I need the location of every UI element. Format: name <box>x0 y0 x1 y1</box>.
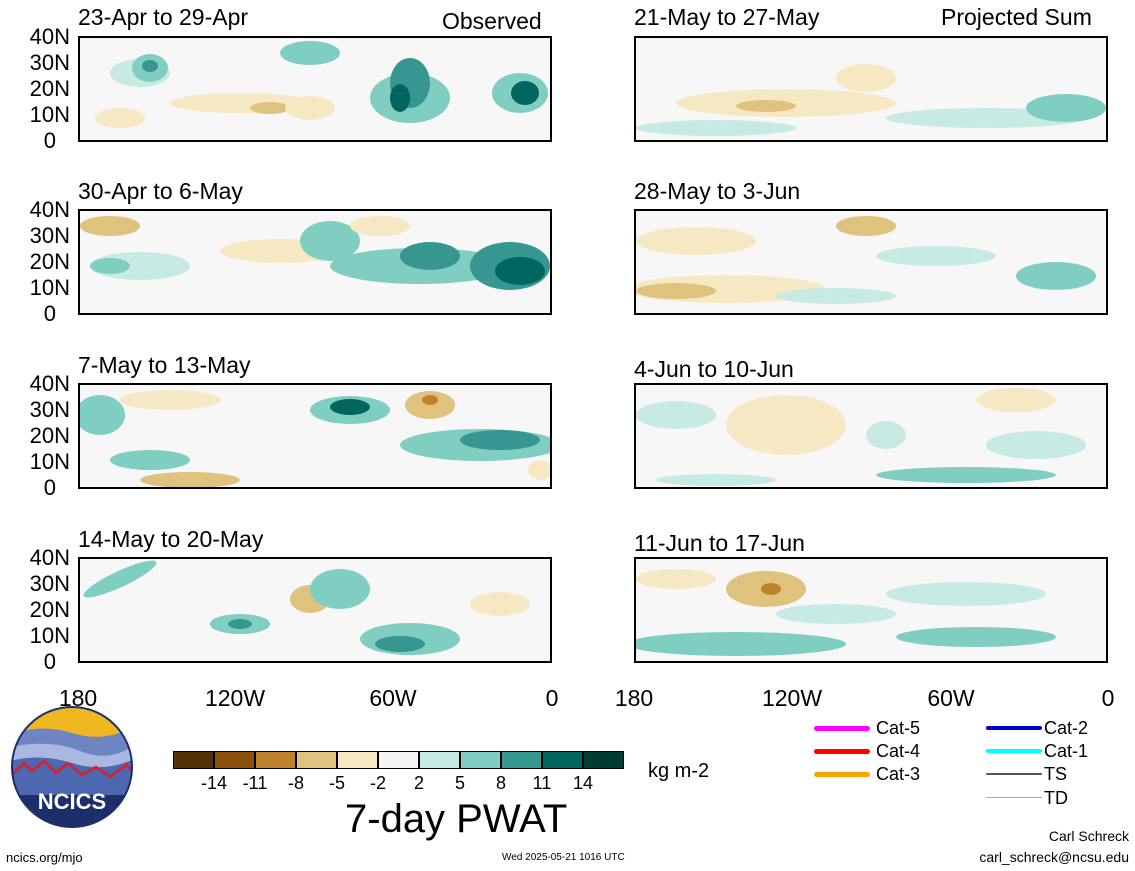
legend-line-cat4 <box>814 749 870 754</box>
map-panel-right-4 <box>634 557 1108 663</box>
map-panel-left-3 <box>78 383 552 489</box>
x-tick-label: 120W <box>761 685 823 711</box>
y-tick-label: 10N <box>29 449 70 474</box>
colorbar-swatch <box>173 751 214 769</box>
legend-label-ts: TS <box>1044 764 1068 784</box>
colorbar-unit: kg m-2 <box>648 760 710 782</box>
legend-line-ts <box>986 773 1042 775</box>
panel-title-left-3: 7-May to 13-May <box>78 352 251 378</box>
y-tick-label: 0 <box>43 649 56 674</box>
panel-title-right-4: 11-Jun to 17-Jun <box>634 530 805 556</box>
legend-line-td <box>986 797 1042 798</box>
colorbar-swatch <box>542 751 583 769</box>
colorbar-tick-label: -2 <box>369 773 386 793</box>
panel-title-right-1: 21-May to 27-May <box>634 4 820 30</box>
y-tick-label: 20N <box>29 597 70 622</box>
colorbar-swatch <box>214 751 255 769</box>
map-panel-left-1 <box>78 36 552 142</box>
legend-line-cat1 <box>986 749 1042 753</box>
y-tick-label: 30N <box>29 50 70 75</box>
map-panel-left-4 <box>78 557 552 663</box>
colorbar-swatch <box>255 751 296 769</box>
legend-label-cat3: Cat-3 <box>876 764 921 784</box>
panel-title-left-2: 30-Apr to 6-May <box>78 178 243 204</box>
y-tick-label: 30N <box>29 397 70 422</box>
colorbar-swatch <box>337 751 378 769</box>
y-tick-label: 20N <box>29 249 70 274</box>
x-tick-label: 60W <box>369 685 417 711</box>
y-tick-label: 40N <box>29 545 70 570</box>
panel-title-left-1: 23-Apr to 29-Apr <box>78 4 249 30</box>
x-tick-label: 0 <box>1101 685 1115 711</box>
y-tick-label: 0 <box>43 128 56 153</box>
colorbar-swatch <box>296 751 337 769</box>
x-tick-label: 0 <box>545 685 559 711</box>
y-tick-label: 40N <box>29 24 70 49</box>
y-tick-label: 10N <box>29 275 70 300</box>
y-tick-label: 40N <box>29 197 70 222</box>
map-panel-left-2 <box>78 209 552 315</box>
footer-timestamp: Wed 2025-05-21 1016 UTC <box>502 852 625 863</box>
colorbar-swatch <box>419 751 460 769</box>
x-tick-label: 120W <box>204 685 266 711</box>
y-tick-label: 20N <box>29 76 70 101</box>
x-tick-label: 60W <box>927 685 975 711</box>
colorbar-tick-label: 14 <box>572 773 594 793</box>
colorbar-tick-label: 5 <box>454 773 465 793</box>
panel-title-left-4: 14-May to 20-May <box>78 526 264 552</box>
y-tick-label: 10N <box>29 102 70 127</box>
footer-author: Carl Schreck <box>1048 828 1129 844</box>
map-panel-right-1 <box>634 36 1108 142</box>
legend-line-cat2 <box>986 726 1042 730</box>
y-tick-label: 10N <box>29 623 70 648</box>
colorbar-swatch <box>501 751 542 769</box>
colorbar-tick-label: 2 <box>413 773 424 793</box>
legend-line-cat5 <box>814 726 870 731</box>
logo-text: NCICS <box>38 789 106 814</box>
y-tick-label: 0 <box>43 301 56 326</box>
y-tick-label: 30N <box>29 571 70 596</box>
colorbar-tick-label: 8 <box>495 773 506 793</box>
legend-label-cat4: Cat-4 <box>876 741 921 761</box>
colorbar-tick-label: -8 <box>287 773 304 793</box>
footer-url[interactable]: ncics.org/mjo <box>6 850 83 865</box>
panel-title-right-3: 4-Jun to 10-Jun <box>634 356 794 382</box>
legend-label-cat5: Cat-5 <box>876 718 921 738</box>
map-panel-right-3 <box>634 383 1108 489</box>
legend-label-td: TD <box>1044 788 1068 808</box>
observed-label: Observed <box>442 8 542 34</box>
footer-email[interactable]: carl_schreck@ncsu.edu <box>979 849 1129 865</box>
legend-label-cat2: Cat-2 <box>1044 718 1089 738</box>
ncics-logo: NCICS <box>10 705 134 829</box>
y-tick-label: 40N <box>29 371 70 396</box>
y-tick-label: 20N <box>29 423 70 448</box>
colorbar-tick-label: -5 <box>328 773 345 793</box>
y-tick-label: 0 <box>43 475 56 500</box>
colorbar-swatch <box>583 751 624 769</box>
legend-line-cat3 <box>814 772 870 777</box>
x-tick-label: 180 <box>614 685 654 711</box>
colorbar-swatch <box>460 751 501 769</box>
y-tick-label: 30N <box>29 223 70 248</box>
projected-label: Projected Sum <box>941 4 1092 30</box>
colorbar-tick-label: 11 <box>532 773 552 793</box>
x-tick-label: 180 <box>58 685 98 711</box>
colorbar-swatch <box>378 751 419 769</box>
colorbar-title: 7-day PWAT <box>345 797 568 841</box>
colorbar-tick-label: -14 <box>200 773 227 793</box>
colorbar <box>173 751 628 769</box>
map-panel-right-2 <box>634 209 1108 315</box>
panel-title-right-2: 28-May to 3-Jun <box>634 178 801 204</box>
legend-label-cat1: Cat-1 <box>1044 741 1089 761</box>
colorbar-tick-label: -11 <box>242 773 268 793</box>
